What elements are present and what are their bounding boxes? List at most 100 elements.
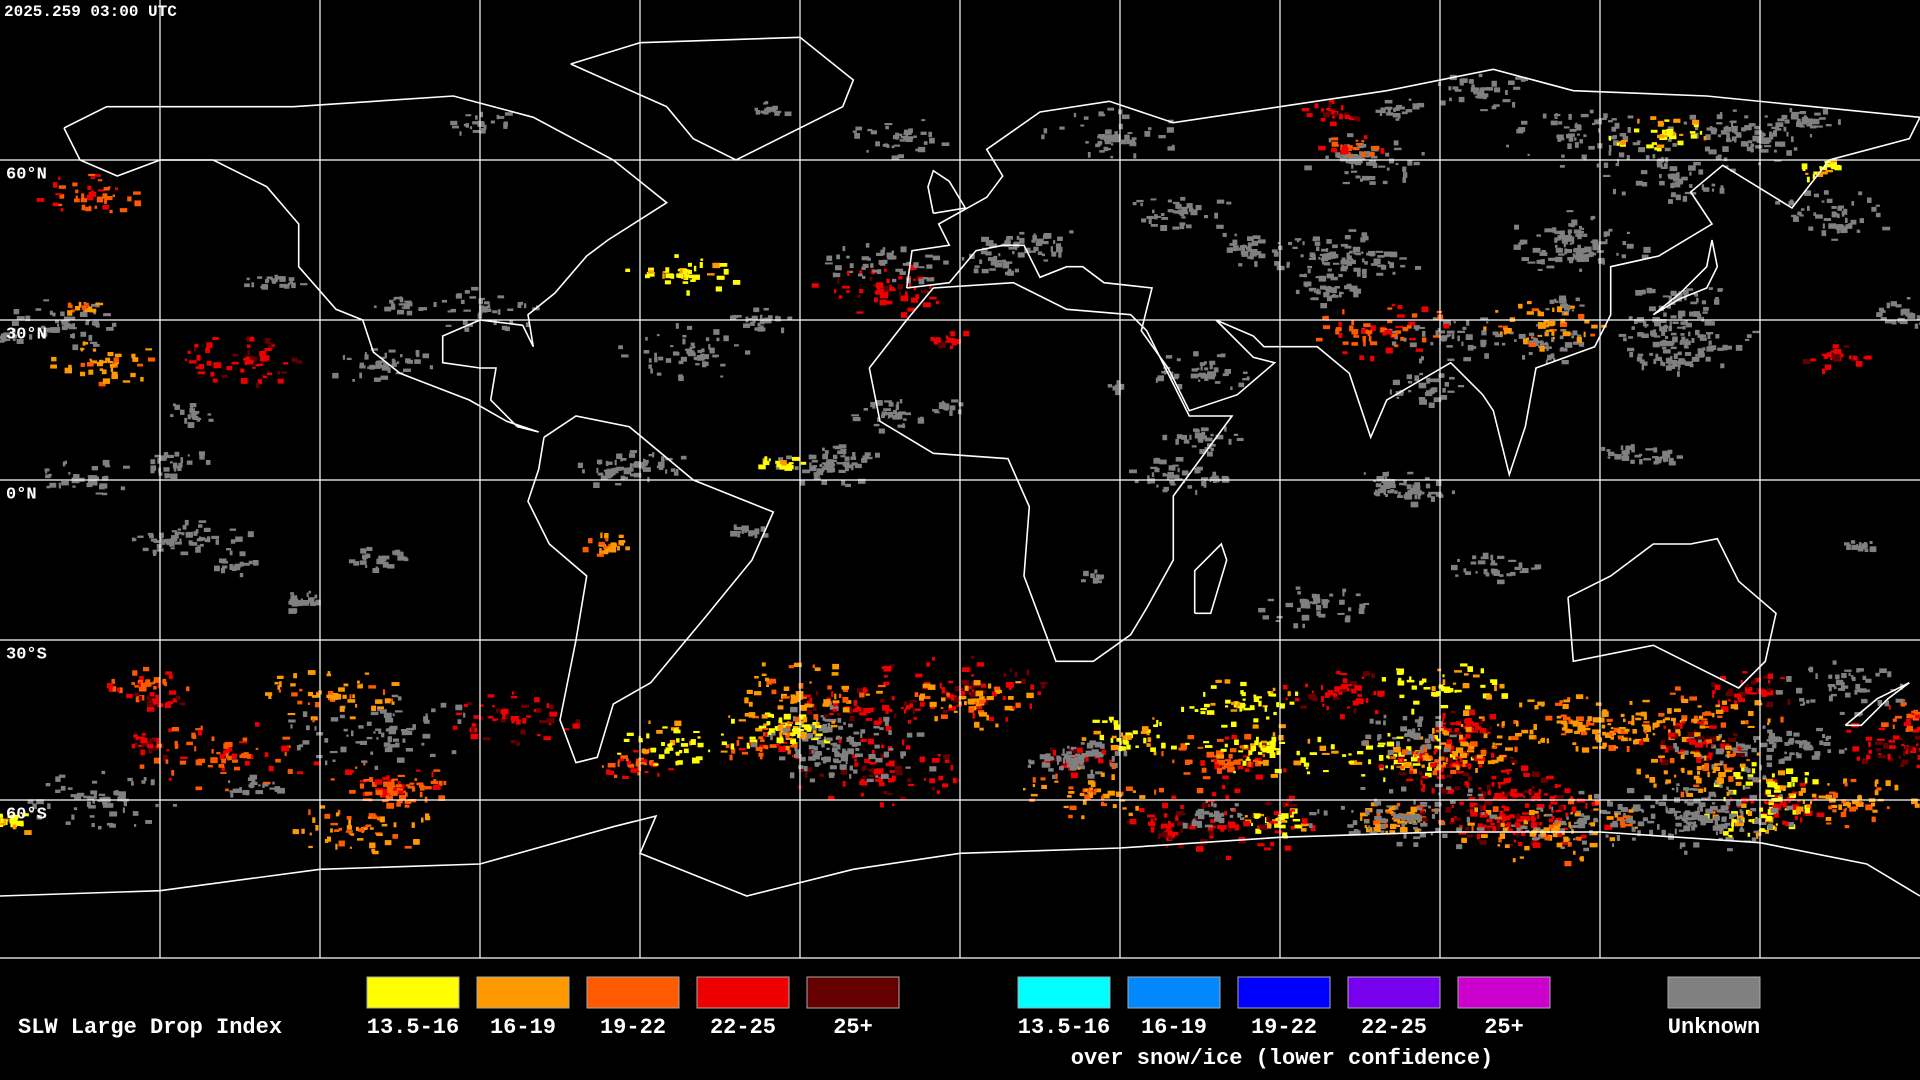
cloud-pixel [779,731,783,737]
cloud-pixel [1320,696,1324,702]
cloud-pixel [1547,354,1552,361]
cloud-pixel [1156,719,1159,725]
cloud-pixel [1513,244,1521,250]
cloud-pixel [1075,753,1081,757]
cloud-pixel [720,750,728,753]
cloud-pixel [247,777,255,782]
cloud-pixel [1476,91,1482,95]
cloud-pixel [645,336,648,341]
cloud-pixel [5,338,11,341]
cloud-pixel [1673,353,1678,359]
cloud-pixel [391,778,395,783]
cloud-pixel [819,773,824,777]
cloud-pixel [1722,146,1729,152]
cloud-pixel [1478,73,1483,78]
cloud-pixel [662,726,668,729]
cloud-pixel [1054,780,1059,783]
cloud-pixel [1768,740,1774,745]
cloud-pixel [387,788,393,794]
cloud-pixel [1812,779,1819,785]
cloud-pixel [1498,325,1503,328]
cloud-pixel [1865,804,1873,811]
cloud-pixel [1824,364,1832,370]
cloud-pixel [1421,756,1425,762]
cloud-pixel [1332,244,1338,249]
cloud-pixel [1094,741,1102,748]
cloud-pixel [138,685,147,692]
cloud-pixel [1323,810,1328,816]
cloud-pixel [1784,751,1787,755]
cloud-pixel [168,728,173,733]
cloud-pixel [210,371,215,377]
cloud-pixel [1208,373,1215,379]
cloud-pixel [1139,795,1146,799]
cloud-pixel [1823,218,1832,221]
cloud-pixel [1354,685,1362,691]
cloud-pixel [1126,744,1131,750]
cloud-pixel [1540,808,1544,812]
cloud-pixel [327,836,332,842]
cloud-pixel [526,715,532,718]
cloud-pixel [1348,831,1356,835]
cloud-pixel [1572,253,1576,258]
cloud-pixel [1399,827,1408,833]
cloud-pixel [1465,720,1471,727]
cloud-pixel [349,846,352,849]
cloud-pixel [140,737,148,744]
cloud-pixel [1884,700,1890,707]
cloud-pixel [289,280,293,285]
cloud-pixel [368,777,374,782]
cloud-pixel [287,713,296,716]
cloud-pixel [1321,108,1325,112]
cloud-pixel [249,356,257,363]
cloud-pixel [1325,108,1331,111]
cloud-pixel [1753,678,1757,681]
cloud-pixel [36,198,45,202]
cloud-pixel [382,799,389,803]
cloud-pixel [1460,78,1468,83]
cloud-pixel [386,784,394,790]
cloud-pixel [1273,711,1277,716]
cloud-pixel [1574,730,1580,735]
cloud-pixel [99,359,103,366]
cloud-pixel [1735,741,1739,748]
cloud-pixel [401,303,408,306]
cloud-pixel [968,702,975,705]
cloud-pixel [1586,720,1591,725]
cloud-pixel [283,362,289,365]
cloud-pixel [971,674,975,677]
cloud-pixel [1802,810,1806,817]
cloud-pixel [377,706,384,710]
cloud-pixel [862,687,867,694]
cloud-pixel [866,149,869,153]
cloud-pixel [1775,794,1780,801]
cloud-pixel [1861,698,1868,704]
cloud-pixel [320,805,326,809]
cloud-pixel [145,820,152,824]
cloud-pixel [511,715,519,719]
cloud-pixel [1555,817,1563,823]
cloud-pixel [86,194,94,201]
cloud-pixel [1655,353,1659,359]
cloud-pixel [907,778,912,783]
cloud-pixel [343,683,349,687]
cloud-pixel [1369,718,1374,724]
cloud-pixel [959,691,965,695]
cloud-pixel [1861,757,1868,764]
cloud-pixel [1694,715,1698,719]
cloud-pixel [1499,813,1506,819]
cloud-pixel [1822,734,1826,739]
cloud-pixel [909,700,918,703]
cloud-pixel [1546,775,1554,780]
cloud-pixel [822,758,827,764]
cloud-pixel [0,337,7,342]
cloud-pixel [755,727,763,732]
cloud-pixel [97,189,105,192]
cloud-pixel [1196,820,1202,825]
cloud-pixel [1419,832,1426,838]
cloud-pixel [832,708,838,712]
cloud-pixel [516,741,520,746]
cloud-pixel [1353,250,1356,255]
cloud-pixel [89,815,95,818]
